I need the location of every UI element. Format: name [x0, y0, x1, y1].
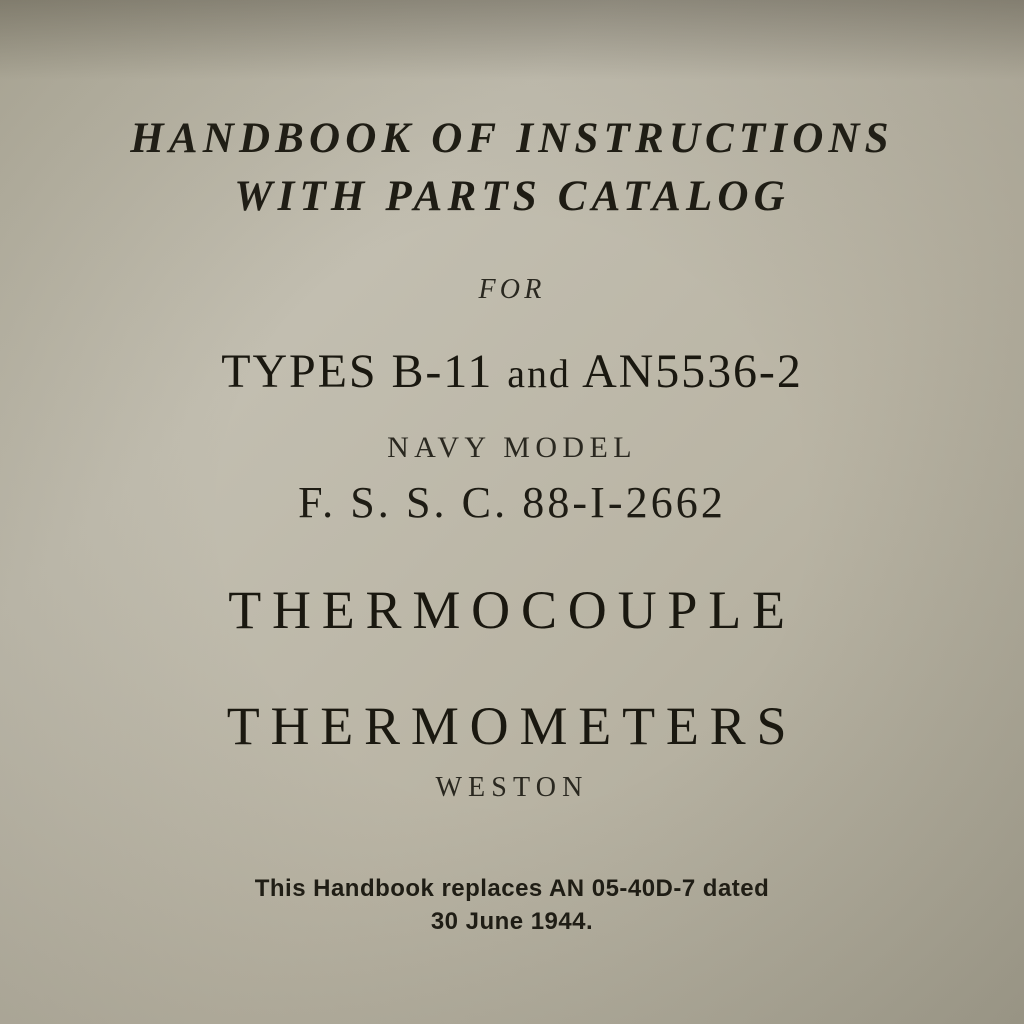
navy-model-number: F. S. S. C. 88-I-2662 — [298, 477, 726, 528]
handbook-title-line1: HANDBOOK OF INSTRUCTIONS — [130, 110, 893, 168]
and-label: and — [507, 351, 571, 396]
types-prefix: TYPES — [221, 345, 377, 398]
for-label: FOR — [478, 274, 545, 306]
footer-line1: This Handbook replaces AN 05-40D-7 dated — [255, 872, 769, 906]
types-designation: TYPES B-11 and AN5536-2 — [221, 344, 803, 399]
replacement-notice: This Handbook replaces AN 05-40D-7 dated… — [255, 872, 769, 939]
manufacturer-name: WESTON — [435, 772, 588, 804]
type-an5536: AN5536-2 — [582, 345, 803, 398]
handbook-title-line2: WITH PARTS CATALOG — [234, 168, 790, 226]
product-name-line1: THERMOCOUPLE — [228, 578, 796, 644]
footer-line2: 30 June 1944. — [255, 905, 769, 939]
document-page: HANDBOOK OF INSTRUCTIONS WITH PARTS CATA… — [0, 0, 1024, 1024]
type-b11: B-11 — [391, 345, 493, 398]
navy-model-label: NAVY MODEL — [387, 431, 637, 465]
product-name-line2: THERMOMETERS — [227, 694, 798, 760]
